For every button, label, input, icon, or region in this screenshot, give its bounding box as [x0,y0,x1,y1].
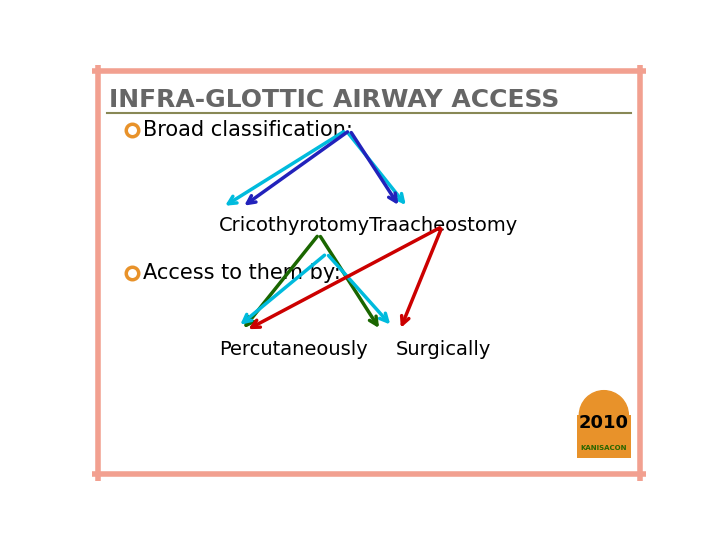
Text: Broad classification:: Broad classification: [143,120,354,140]
Circle shape [580,390,629,440]
FancyBboxPatch shape [577,415,631,457]
Text: INFRA-GLOTTIC AIRWAY ACCESS: INFRA-GLOTTIC AIRWAY ACCESS [109,88,559,112]
Text: Percutaneously: Percutaneously [219,340,368,359]
Text: Surgically: Surgically [396,340,491,359]
Text: Access to them by:: Access to them by: [143,262,341,283]
Text: 2010: 2010 [579,414,629,432]
Text: KANISACON: KANISACON [580,446,627,451]
Text: CricothyrotomyTraacheostomy: CricothyrotomyTraacheostomy [219,217,518,235]
